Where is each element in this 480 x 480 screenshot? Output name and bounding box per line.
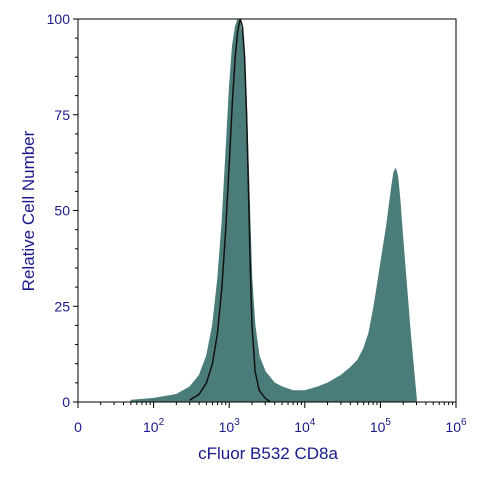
- x-axis-label: cFluor B532 CD8a: [198, 444, 338, 463]
- y-tick-label: 25: [54, 298, 70, 314]
- x-tick-label: 102: [143, 417, 165, 435]
- plot-area: [130, 18, 417, 403]
- x-tick-label: 103: [219, 417, 241, 435]
- histogram-outline-series: [189, 18, 271, 403]
- x-tick-label: 104: [294, 417, 316, 435]
- x-tick-label: 0: [74, 419, 82, 435]
- y-tick-label: 0: [62, 394, 70, 410]
- y-axis-label: Relative Cell Number: [19, 130, 38, 291]
- y-tick-label: 50: [54, 203, 70, 219]
- y-tick-label: 75: [54, 107, 70, 123]
- y-tick-label: 100: [47, 11, 71, 27]
- axes: 0 25 50 75 100 0 102 103 104 105 106: [47, 11, 467, 435]
- x-tick-label: 106: [445, 417, 467, 435]
- histogram-filled-series: [130, 18, 417, 403]
- x-tick-label: 105: [370, 417, 392, 435]
